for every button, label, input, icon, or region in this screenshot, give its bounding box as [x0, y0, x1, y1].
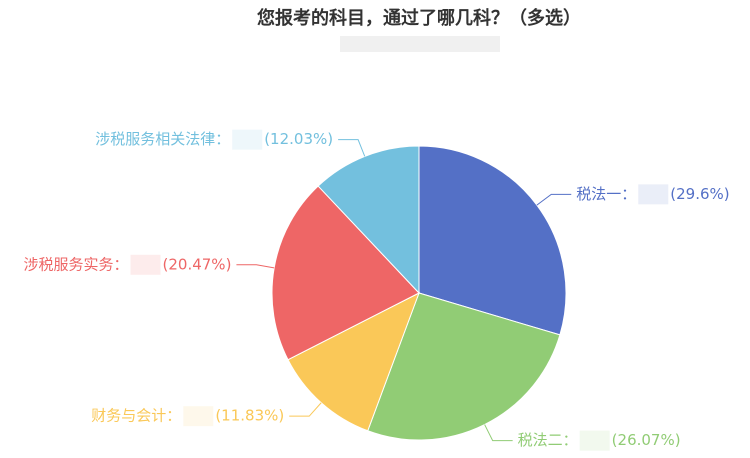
- slice-label: 税法二：: [518, 431, 578, 449]
- leader-line: [236, 264, 275, 269]
- value-label: (20.47%): [163, 255, 232, 273]
- blurred-value: [579, 430, 610, 451]
- blurred-value: [183, 406, 214, 427]
- leader-line: [338, 139, 366, 157]
- value-label: (26.07%): [612, 431, 681, 449]
- value-label: (11.83%): [215, 407, 284, 425]
- leader-line: [289, 402, 322, 417]
- blurred-value: [130, 254, 161, 275]
- value-label: (29.6%): [670, 185, 729, 203]
- slice-label: 财务与会计：: [91, 407, 181, 425]
- slice-label: 税法一：: [576, 185, 636, 203]
- slice-label: 涉税服务相关法律：: [95, 130, 230, 148]
- blurred-subtitle: [340, 36, 500, 52]
- blurred-value: [638, 184, 669, 205]
- pie-slice: [287, 291, 420, 432]
- chart-title: 您报考的科目，通过了哪几科？（多选）: [257, 7, 581, 29]
- leader-line: [536, 193, 572, 206]
- pie-slice: [271, 185, 420, 361]
- leader-line: [484, 424, 513, 442]
- blurred-value: [232, 129, 263, 150]
- slice-label: 涉税服务实务：: [24, 255, 129, 273]
- value-label: (12.03%): [264, 130, 333, 148]
- pie-slice: [317, 145, 420, 295]
